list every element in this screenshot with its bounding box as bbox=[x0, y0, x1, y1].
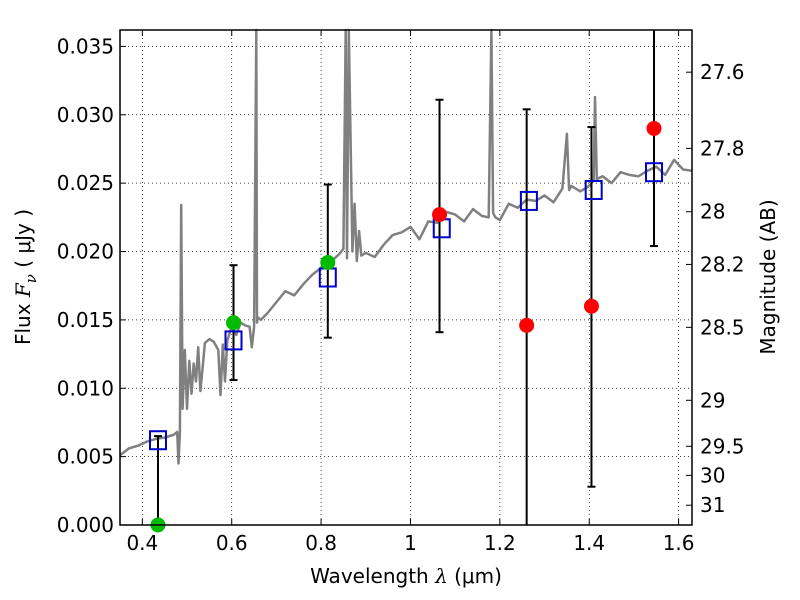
model-square-point bbox=[584, 179, 603, 200]
ticks: 0.4 0.6 0.8 1 1.2 1.4 1.6 0.000 0.005 0.010 0.015 0… bbox=[57, 30, 745, 555]
spectrum-line bbox=[119, 28, 693, 465]
green-data-point bbox=[320, 254, 336, 270]
y2-tick-label: 28 bbox=[700, 200, 725, 224]
x-tick-label: 0.8 bbox=[305, 531, 337, 555]
x-tick-label: 0.6 bbox=[216, 531, 248, 555]
y2-tick-label: 27.6 bbox=[700, 60, 745, 84]
red-data-point bbox=[646, 120, 662, 136]
y2-tick-label: 29.5 bbox=[700, 434, 745, 458]
y-tick-label: 0.000 bbox=[57, 513, 114, 537]
y2-tick-label: 28.5 bbox=[700, 315, 745, 339]
y2-tick-label: 30 bbox=[700, 463, 725, 487]
y-axis-title: Flux Fν ( μJy ) bbox=[11, 209, 40, 345]
model-square-point bbox=[645, 162, 664, 183]
x-tick-label: 1.2 bbox=[484, 531, 516, 555]
y2-tick-label: 27.8 bbox=[700, 136, 745, 160]
y2-tick-label: 31 bbox=[700, 493, 725, 517]
model-square-point bbox=[519, 190, 538, 211]
x-axis-title: Wavelength λ (μm) bbox=[310, 564, 502, 588]
x-tick-label: 0.4 bbox=[126, 531, 158, 555]
red-data-point bbox=[519, 317, 535, 333]
y2-tick-label: 29 bbox=[700, 388, 725, 412]
y-tick-label: 0.025 bbox=[57, 171, 114, 195]
plot-data bbox=[119, 28, 693, 533]
y-tick-label: 0.015 bbox=[57, 308, 114, 332]
y-tick-label: 0.020 bbox=[57, 240, 114, 264]
y-tick-label: 0.035 bbox=[57, 34, 114, 58]
y-tick-label: 0.030 bbox=[57, 103, 114, 127]
green-data-point bbox=[226, 315, 242, 331]
y-tick-label: 0.005 bbox=[57, 445, 114, 469]
y-tick-label: 0.010 bbox=[57, 376, 114, 400]
x-tick-label: 1 bbox=[404, 531, 417, 555]
model-square-point bbox=[224, 330, 243, 351]
plot-frame bbox=[119, 29, 693, 526]
y2-tick-label: 28.2 bbox=[700, 252, 745, 276]
x-tick-label: 1.4 bbox=[573, 531, 605, 555]
y2-axis-title: Magnitude (AB) bbox=[756, 199, 780, 354]
red-data-point bbox=[432, 207, 448, 223]
x-tick-label: 1.6 bbox=[663, 531, 695, 555]
plot-area bbox=[120, 30, 692, 525]
red-data-point bbox=[583, 298, 599, 314]
model-square-point bbox=[148, 430, 167, 451]
